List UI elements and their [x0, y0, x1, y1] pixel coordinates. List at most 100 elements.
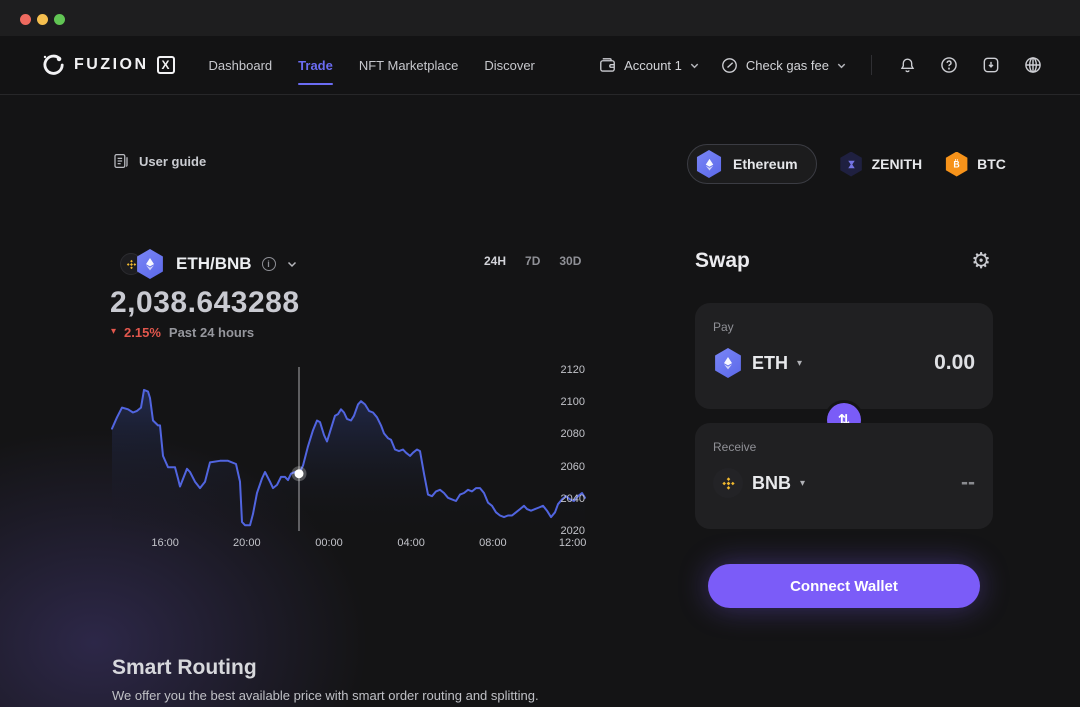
gas-fee-label: Check gas fee — [745, 57, 829, 73]
chart-line — [111, 388, 586, 527]
globe-icon — [1025, 57, 1041, 73]
smart-routing-title: Smart Routing — [112, 656, 257, 679]
user-guide-link[interactable]: User guide — [112, 152, 206, 170]
range-7d[interactable]: 7D — [525, 254, 541, 268]
price-chart-svg — [111, 367, 586, 535]
network-token-tabs: Ethereum ZENITH B BTC — [687, 144, 1006, 184]
x-tick: 20:00 — [233, 537, 261, 549]
gas-fee-menu[interactable]: Check gas fee — [720, 56, 847, 75]
help-button[interactable] — [938, 54, 960, 76]
y-tick: 2080 — [560, 428, 585, 440]
chevron-down-icon — [837, 63, 846, 68]
svg-text:B: B — [953, 159, 959, 169]
brand-x-badge: X — [156, 56, 175, 74]
account-label: Account 1 — [624, 57, 682, 73]
brand-logo[interactable]: FUZION X — [40, 52, 175, 78]
window-zoom-button[interactable] — [54, 14, 65, 25]
download-app-button[interactable] — [980, 54, 1002, 76]
document-icon — [114, 153, 128, 169]
receive-token-symbol: BNB — [752, 472, 791, 493]
zenith-icon — [840, 151, 862, 177]
token-tab-label: BTC — [977, 156, 1006, 172]
question-circle-icon — [941, 57, 957, 73]
receive-label: Receive — [713, 440, 757, 454]
top-navbar: FUZION X Dashboard Trade NFT Marketplace… — [0, 36, 1080, 95]
nav-item-dashboard[interactable]: Dashboard — [208, 57, 273, 73]
swap-title: Swap — [695, 249, 750, 272]
range-24h[interactable]: 24H — [484, 254, 507, 268]
range-30d[interactable]: 30D — [559, 254, 582, 268]
notifications-button[interactable] — [896, 54, 918, 76]
price-change-note: Past 24 hours — [168, 325, 255, 340]
token-tab-label: ZENITH — [871, 156, 923, 172]
y-tick: 2060 — [560, 461, 585, 473]
zenith-glyph — [847, 160, 855, 168]
pair-price: 2,038.643288 — [110, 286, 300, 319]
token-tab-ethereum[interactable]: Ethereum — [687, 144, 817, 184]
btc-icon: B — [945, 151, 968, 177]
fuzionx-logo-icon — [43, 54, 64, 75]
price-chart[interactable]: 2120 2100 2080 2060 2040 2020 16:00 20:0… — [110, 363, 587, 559]
download-icon — [983, 57, 999, 73]
x-tick: 08:00 — [479, 537, 507, 549]
y-tick: 2020 — [560, 525, 585, 537]
info-icon[interactable]: i — [261, 257, 276, 271]
x-tick: 00:00 — [315, 537, 343, 549]
pay-token-select[interactable]: ETH ▾ — [713, 348, 802, 378]
pay-card: Pay ETH ▾ 0.00 — [695, 303, 993, 409]
token-tab-btc[interactable]: B BTC — [944, 151, 1006, 177]
price-change-row: ▾ 2.15% Past 24 hours — [111, 325, 254, 340]
gauge-icon — [721, 57, 737, 73]
connect-wallet-button[interactable]: Connect Wallet — [708, 564, 980, 608]
arrow-down-icon: ▾ — [111, 326, 117, 337]
main-content: User guide Ethereum ZENITH B — [0, 96, 1080, 707]
account-menu[interactable]: Account 1 — [598, 56, 700, 75]
swap-header: Swap ⚙ — [695, 249, 993, 273]
bnb-glyph — [721, 476, 735, 490]
receive-row: BNB ▾ -- — [713, 468, 975, 498]
user-guide-label: User guide — [139, 153, 207, 169]
brand-name: FUZION — [74, 56, 149, 73]
y-tick: 2100 — [560, 396, 585, 408]
nav-item-discover[interactable]: Discover — [484, 57, 535, 73]
eth-glyph — [146, 258, 154, 271]
settings-gear-icon[interactable]: ⚙ — [971, 248, 991, 273]
price-change-value: 2.15% — [124, 325, 161, 340]
x-tick: 04:00 — [397, 537, 425, 549]
y-tick: 2120 — [560, 364, 585, 376]
token-tab-zenith[interactable]: ZENITH — [839, 151, 923, 177]
pair-selector[interactable]: ETH/BNB i — [120, 249, 298, 279]
pay-row: ETH ▾ 0.00 — [713, 348, 975, 378]
navbar-divider — [871, 55, 872, 75]
window-close-button[interactable] — [20, 14, 31, 25]
caret-down-icon: ▾ — [797, 357, 803, 369]
pay-label: Pay — [713, 320, 734, 334]
window-titlebar — [0, 0, 1080, 36]
primary-nav: Dashboard Trade NFT Marketplace Discover — [208, 52, 535, 85]
window-minimize-button[interactable] — [37, 14, 48, 25]
caret-down-icon: ▾ — [800, 477, 806, 489]
eth-glyph — [724, 357, 732, 370]
eth-icon — [137, 249, 163, 279]
language-button[interactable] — [1022, 54, 1044, 76]
y-tick: 2040 — [560, 493, 585, 505]
pair-icons — [120, 249, 166, 279]
btc-glyph: B — [953, 158, 960, 169]
eth-icon — [715, 348, 741, 378]
nav-item-nft-marketplace[interactable]: NFT Marketplace — [358, 57, 459, 73]
pair-name: ETH/BNB — [176, 254, 252, 273]
bnb-glyph — [126, 259, 136, 269]
receive-amount-value: -- — [961, 471, 975, 494]
bnb-icon — [713, 468, 743, 498]
navbar-right-cluster: Account 1 Check gas fee — [598, 54, 1044, 76]
receive-token-select[interactable]: BNB ▾ — [713, 468, 805, 498]
x-tick: 12:00 — [558, 537, 587, 549]
token-tab-label: Ethereum — [733, 156, 798, 172]
pay-amount-input[interactable]: 0.00 — [934, 351, 975, 374]
nav-item-trade[interactable]: Trade — [298, 52, 333, 85]
eth-glyph — [705, 158, 713, 170]
bell-icon — [900, 57, 914, 72]
chart-area-fill — [112, 389, 585, 535]
x-tick: 16:00 — [151, 537, 179, 549]
bnb-icon — [120, 253, 142, 275]
